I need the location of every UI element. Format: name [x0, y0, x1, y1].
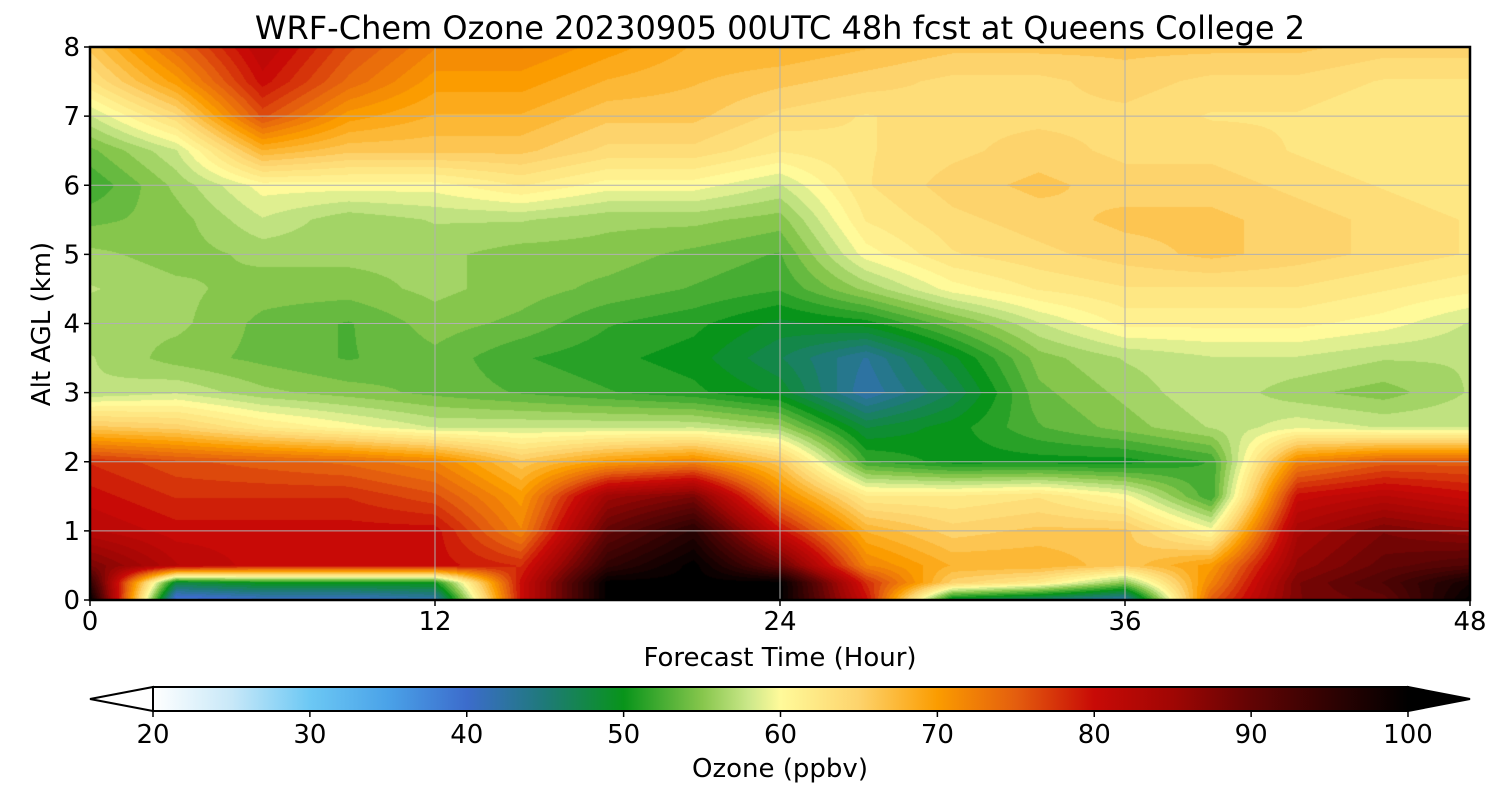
- colorbar-tick-label: 70: [921, 720, 954, 750]
- colorbar-tick-label: 30: [293, 720, 326, 750]
- y-tick-label: 3: [63, 379, 80, 409]
- x-axis-label: Forecast Time (Hour): [643, 643, 916, 673]
- colorbar-ticks: 20 30 40 50 60 70 80 90 100: [136, 711, 1433, 750]
- x-tick-label: 0: [82, 607, 99, 637]
- colorbar-gradient: [152, 686, 1409, 712]
- y-tick-label: 8: [63, 33, 80, 63]
- colorbar-tick-label: 20: [136, 720, 169, 750]
- x-axis: 0 12 24 36 48: [82, 600, 1487, 637]
- colorbar-tick-label: 50: [607, 720, 640, 750]
- x-tick-label: 24: [763, 607, 796, 637]
- grid-lines: [90, 47, 1470, 600]
- y-axis-label: Alt AGL (km): [27, 242, 57, 406]
- colorbar: 20 30 40 50 60 70 80 90 100 Ozone (ppbv): [89, 685, 1471, 784]
- y-tick-label: 4: [63, 310, 80, 340]
- colorbar-tick-label: 90: [1235, 720, 1268, 750]
- y-tick-label: 1: [63, 517, 80, 547]
- colorbar-label: Ozone (ppbv): [692, 754, 868, 784]
- chart-title: WRF-Chem Ozone 20230905 00UTC 48h fcst a…: [255, 9, 1305, 47]
- y-tick-label: 6: [63, 171, 80, 201]
- colorbar-low-extension: [89, 685, 154, 713]
- y-tick-label: 2: [63, 448, 80, 478]
- colorbar-tick-label: 100: [1383, 720, 1433, 750]
- colorbar-tick-label: 80: [1078, 720, 1111, 750]
- colorbar-tick-label: 60: [764, 720, 797, 750]
- x-tick-label: 36: [1108, 607, 1141, 637]
- colorbar-high-extension: [1407, 685, 1471, 713]
- y-axis: 0 1 2 3 4 5 6 7 8: [63, 33, 90, 616]
- colorbar-tick-label: 40: [450, 720, 483, 750]
- x-tick-label: 48: [1453, 607, 1486, 637]
- x-tick-label: 12: [418, 607, 451, 637]
- y-tick-label: 0: [63, 586, 80, 616]
- y-tick-label: 5: [63, 240, 80, 270]
- y-tick-label: 7: [63, 102, 80, 132]
- plot-area: [88, 45, 1472, 602]
